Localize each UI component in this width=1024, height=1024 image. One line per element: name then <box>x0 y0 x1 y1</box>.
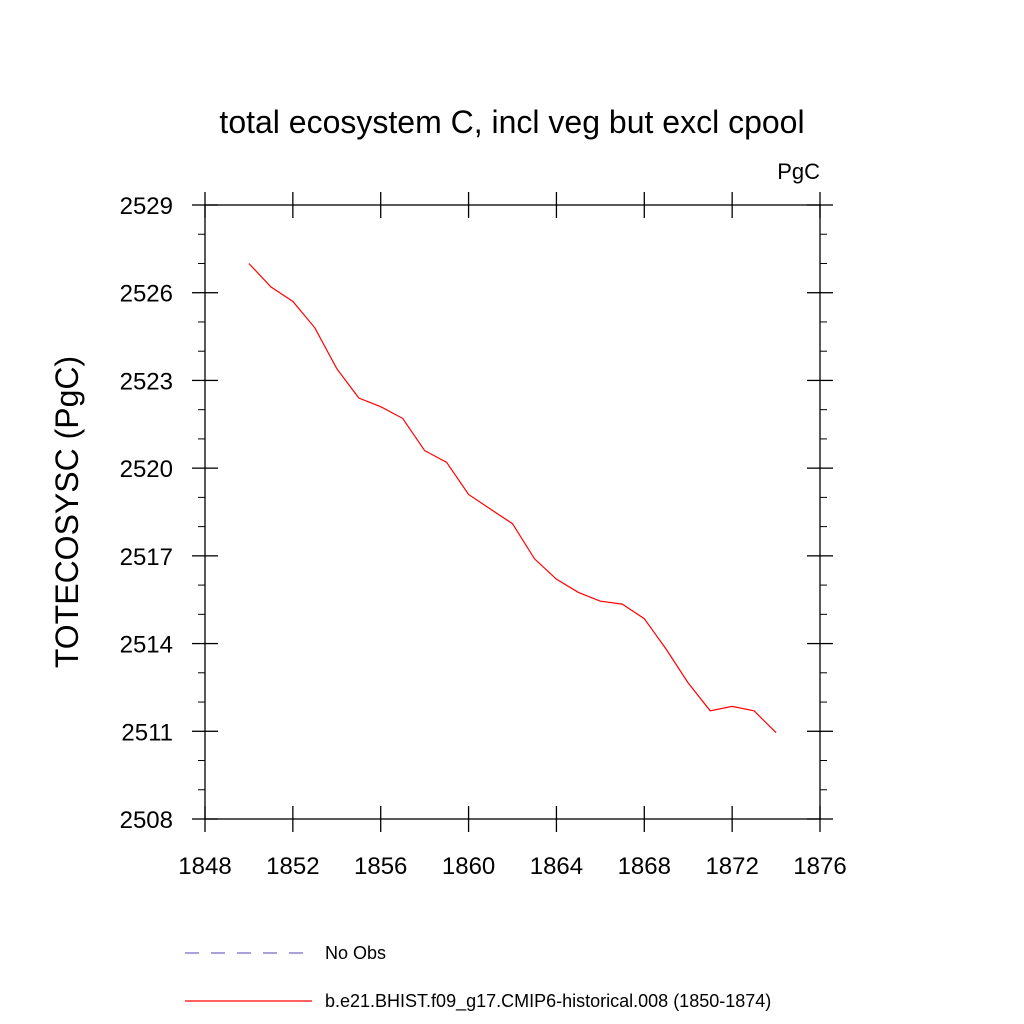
x-tick-label: 1852 <box>266 853 319 880</box>
x-tick-label: 1876 <box>793 853 846 880</box>
x-tick-label: 1864 <box>530 853 583 880</box>
legend-label: b.e21.BHIST.f09_g17.CMIP6-historical.008… <box>325 991 771 1012</box>
y-tick-label: 2526 <box>120 281 173 308</box>
x-tick-label: 1856 <box>354 853 407 880</box>
x-axis: 1848 1852 1856 1860 1864 1868 1872 1876 <box>178 192 847 880</box>
y-tick-label: 2523 <box>120 368 173 395</box>
legend: No Obs b.e21.BHIST.f09_g17.CMIP6-historic… <box>185 943 771 1012</box>
y-tick-label: 2508 <box>120 807 173 834</box>
x-tick-label: 1872 <box>705 853 758 880</box>
y-tick-label: 2529 <box>120 193 173 220</box>
units-label: PgC <box>777 159 820 184</box>
chart-title: total ecosystem C, incl veg but excl cpo… <box>219 104 804 140</box>
series-line <box>248 263 777 734</box>
x-tick-label: 1848 <box>178 853 231 880</box>
series-layer <box>248 263 777 734</box>
y-tick-label: 2520 <box>120 456 173 483</box>
x-tick-label: 1868 <box>618 853 671 880</box>
y-tick-label: 2517 <box>120 544 173 571</box>
y-axis-label: TOTECOSYSC (PgC) <box>49 356 85 668</box>
y-tick-label: 2511 <box>121 719 173 746</box>
plot-frame <box>204 204 821 820</box>
x-tick-label: 1860 <box>442 853 495 880</box>
y-tick-label: 2514 <box>120 632 173 659</box>
y-axis: 2508 2511 2514 2517 2520 2523 2526 2529 <box>120 193 833 834</box>
legend-label: No Obs <box>325 943 386 963</box>
